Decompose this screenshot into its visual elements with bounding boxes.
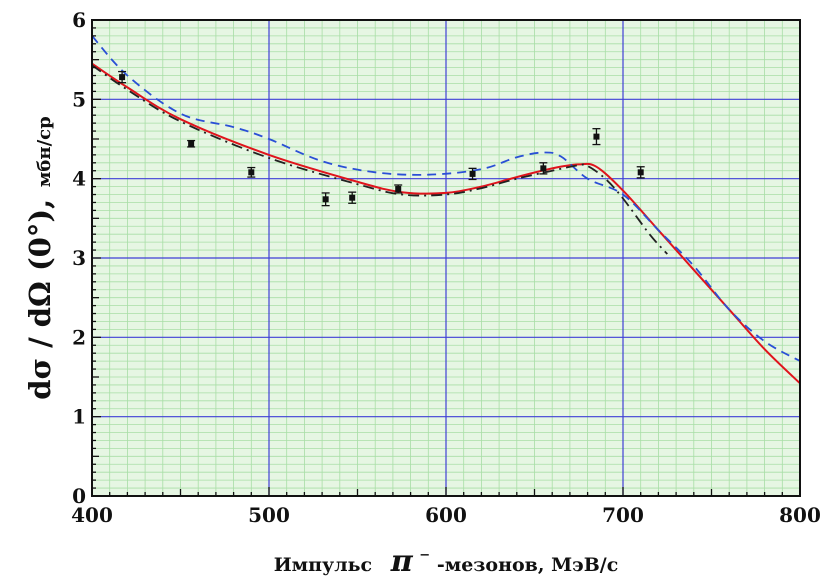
series-layer [91,35,801,385]
x-tick-label: 600 [425,503,467,527]
major-grid [92,20,800,496]
data-point [322,196,329,203]
y-axis-title-main: dσ / dΩ (0°), [23,199,57,400]
x-tick-label: 800 [779,503,821,527]
x-tick-label: 500 [248,503,290,527]
data-point [119,74,126,81]
y-tick-label: 2 [72,325,86,349]
y-tick-label: 6 [72,8,86,32]
data-points [118,70,645,207]
x-axis-title-symbol: π [390,544,414,577]
data-point [469,170,476,177]
data-point [593,133,600,140]
data-point [188,140,195,147]
tick-labels: 400 500 600 700 800 0 1 2 3 4 5 6 [71,8,821,527]
y-tick-label: 4 [72,167,86,191]
axis-ticks [91,19,801,497]
y-tick-label: 0 [72,484,86,508]
y-tick-label: 3 [72,246,86,270]
data-point [637,169,644,176]
x-axis-title-prefix: Импульс [274,554,372,576]
data-point [248,169,255,176]
x-axis-title: Импульс π − -мезонов, МэВ/с [274,542,619,577]
x-axis-title-superscript: − [419,548,430,563]
data-point [349,194,356,201]
series-line-dashdot [91,64,668,255]
x-axis-title-suffix: -мезонов, МэВ/с [437,554,618,576]
data-point [540,165,547,172]
y-tick-label: 1 [72,405,86,429]
series-line-dashed [91,35,801,362]
data-point [395,185,402,192]
y-axis-title: dσ / dΩ (0°), мбн/ср [23,116,57,399]
y-tick-label: 5 [72,87,86,111]
series-line-solid [91,62,801,385]
x-tick-label: 700 [602,503,644,527]
y-axis-title-units: мбн/ср [34,116,55,187]
x-tick-label: 400 [71,503,113,527]
